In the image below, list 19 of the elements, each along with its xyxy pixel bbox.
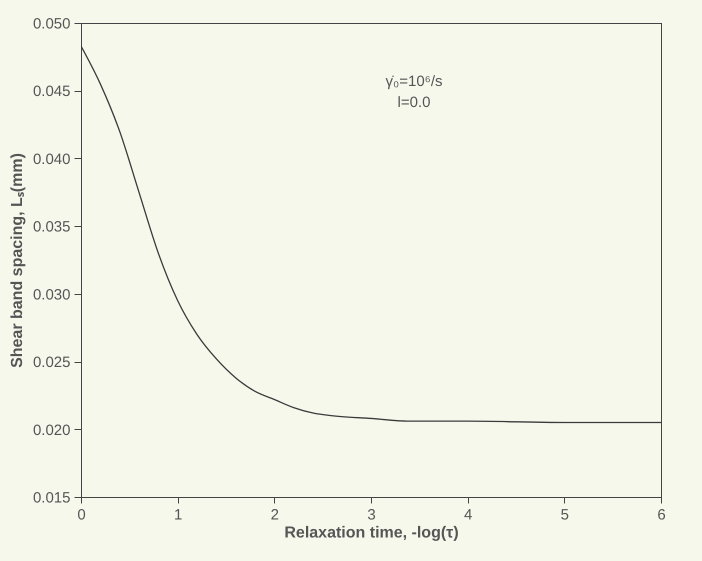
annotation: l=0.0 bbox=[398, 94, 430, 111]
y-tick-label: 0.040 bbox=[32, 150, 70, 168]
y-tick-label: 0.045 bbox=[32, 83, 70, 100]
x-tick-label: 0 bbox=[77, 506, 86, 524]
y-axis-title: Shear band spacing, Lₛ(mm) bbox=[8, 153, 26, 368]
x-tick-label: 4 bbox=[464, 506, 472, 524]
x-tick-label: 1 bbox=[174, 506, 182, 524]
x-tick-label: 5 bbox=[560, 506, 570, 524]
y-tick-label: 0.015 bbox=[32, 490, 70, 506]
annotation: γ̇₀=10⁶/s bbox=[385, 73, 443, 90]
y-tick-label: 0.025 bbox=[32, 354, 70, 372]
x-axis-title: Relaxation time, -log(τ) bbox=[284, 524, 459, 542]
y-tick-label: 0.050 bbox=[32, 16, 70, 32]
y-tick-label: 0.035 bbox=[32, 218, 70, 236]
x-tick-label: 2 bbox=[270, 506, 280, 524]
y-tick-label: 0.030 bbox=[32, 286, 70, 304]
x-tick-label: 3 bbox=[367, 506, 376, 524]
y-tick-label: 0.020 bbox=[32, 422, 70, 439]
x-tick-label: 6 bbox=[657, 506, 666, 524]
